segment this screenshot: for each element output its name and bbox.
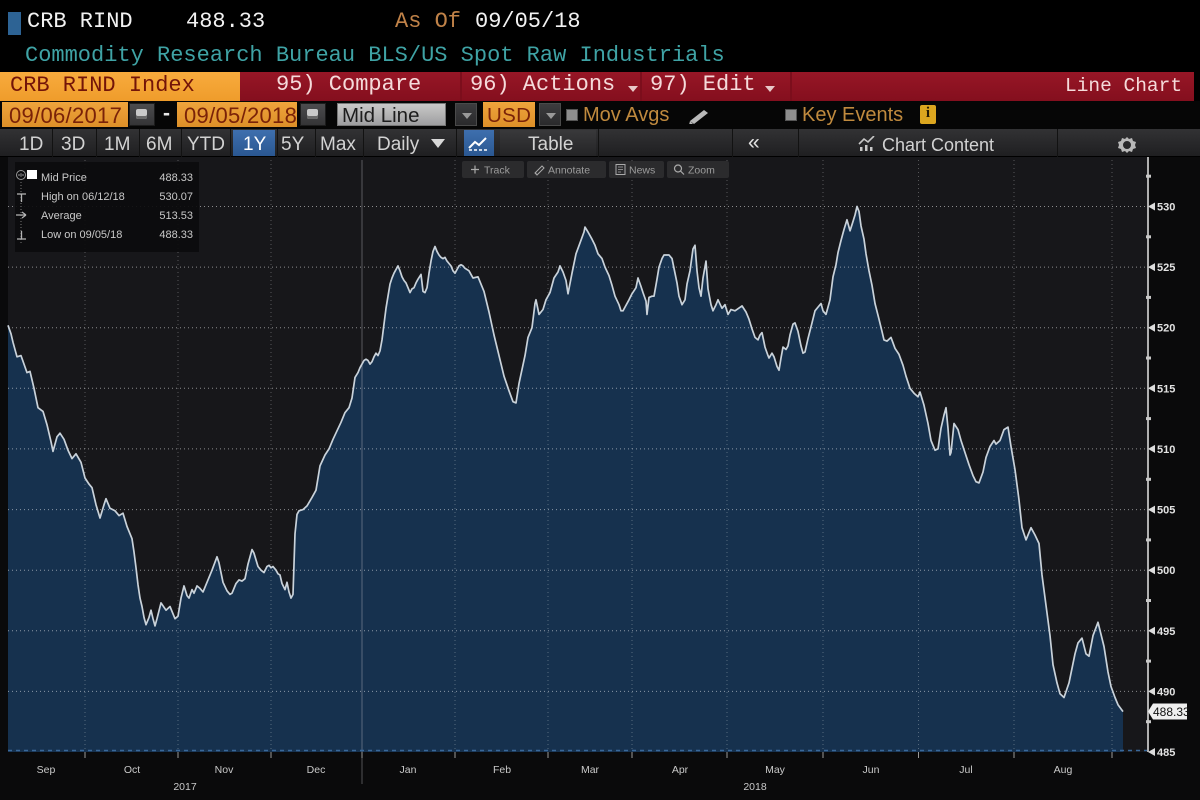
- svg-text:Zoom: Zoom: [688, 165, 715, 177]
- svg-text:520: 520: [1157, 323, 1175, 335]
- svg-text:Mar: Mar: [581, 764, 600, 776]
- svg-text:Low on 09/05/18: Low on 09/05/18: [41, 229, 122, 241]
- svg-text:Feb: Feb: [493, 764, 511, 776]
- svg-text:High on 06/12/18: High on 06/12/18: [41, 191, 125, 203]
- svg-text:Dec: Dec: [307, 764, 326, 776]
- svg-text:488.33: 488.33: [159, 172, 193, 184]
- svg-text:Mid Price: Mid Price: [41, 172, 87, 184]
- svg-text:530.07: 530.07: [159, 191, 193, 203]
- svg-text:510: 510: [1157, 444, 1175, 456]
- svg-text:525: 525: [1157, 262, 1175, 274]
- svg-text:485: 485: [1157, 747, 1175, 759]
- svg-text:Jul: Jul: [959, 764, 972, 776]
- svg-text:488.33: 488.33: [159, 229, 193, 241]
- svg-text:May: May: [765, 764, 786, 776]
- svg-text:Jan: Jan: [400, 764, 417, 776]
- svg-text:2017: 2017: [173, 781, 197, 793]
- svg-text:505: 505: [1157, 505, 1175, 517]
- svg-text:Jun: Jun: [863, 764, 880, 776]
- svg-text:488.33: 488.33: [1153, 705, 1190, 719]
- svg-text:Nov: Nov: [215, 764, 234, 776]
- svg-text:2018: 2018: [743, 781, 767, 793]
- svg-text:530: 530: [1157, 202, 1175, 214]
- svg-text:Aug: Aug: [1054, 764, 1073, 776]
- svg-text:Annotate: Annotate: [548, 165, 590, 177]
- svg-text:513.53: 513.53: [159, 210, 193, 222]
- svg-text:500: 500: [1157, 565, 1175, 577]
- svg-text:Apr: Apr: [672, 764, 689, 776]
- svg-text:495: 495: [1157, 626, 1175, 638]
- svg-text:490: 490: [1157, 686, 1175, 698]
- svg-text:Average: Average: [41, 210, 82, 222]
- svg-text:Sep: Sep: [37, 764, 56, 776]
- svg-text:News: News: [629, 165, 655, 177]
- svg-text:Oct: Oct: [124, 764, 140, 776]
- svg-text:Track: Track: [484, 165, 511, 177]
- svg-text:515: 515: [1157, 383, 1175, 395]
